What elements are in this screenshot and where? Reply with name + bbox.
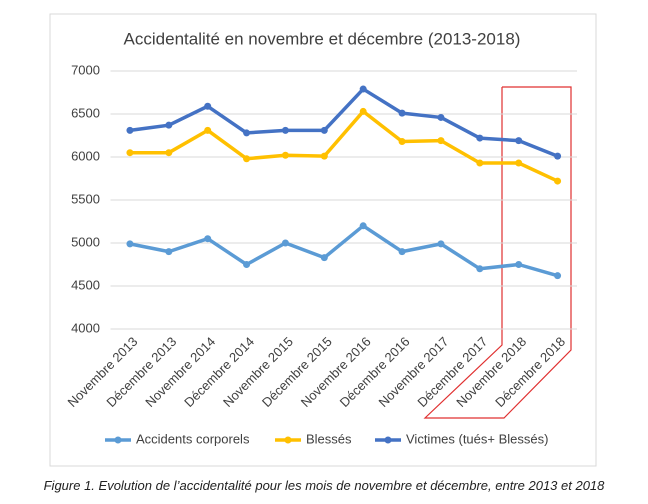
- point: [243, 155, 251, 163]
- point: [554, 272, 562, 280]
- highlight-box: [423, 86, 572, 419]
- legend-label: Victimes (tués+ Blessés): [406, 431, 548, 446]
- point: [320, 126, 328, 134]
- point: [515, 137, 523, 145]
- caption: Figure 1. Evolution de l’accidentalité p…: [43, 478, 605, 493]
- point: [476, 265, 484, 273]
- point: [359, 85, 367, 93]
- legend-label: Accidents corporels: [136, 431, 250, 446]
- y-tick-label: 5000: [71, 234, 100, 249]
- point: [243, 129, 251, 137]
- chart-border: [49, 13, 597, 467]
- series-line: [129, 87, 559, 158]
- y-tick-label: 5500: [71, 191, 100, 206]
- point: [437, 113, 445, 121]
- point: [515, 261, 523, 268]
- point: [398, 109, 406, 117]
- series-line: [129, 224, 559, 278]
- legend-marker: [284, 436, 292, 444]
- point: [126, 240, 134, 248]
- point: [126, 149, 134, 157]
- y-tick-label: 6500: [71, 105, 100, 120]
- legend-marker: [114, 436, 122, 444]
- point: [320, 254, 328, 262]
- point: [554, 152, 562, 160]
- point: [437, 137, 445, 145]
- point: [126, 126, 134, 134]
- legend-marker: [384, 436, 392, 444]
- legend-label: Blessés: [306, 431, 352, 446]
- point: [165, 121, 173, 129]
- point: [359, 107, 367, 115]
- point: [243, 261, 251, 268]
- point: [398, 248, 406, 256]
- y-tick-label: 7000: [71, 62, 100, 77]
- point: [204, 102, 212, 110]
- chart: Accidentalité en novembre et décembre (2…: [49, 13, 597, 467]
- point: [204, 126, 212, 134]
- chart-title: Accidentalité en novembre et décembre (2…: [124, 29, 521, 48]
- point: [204, 235, 212, 243]
- y-tick-label: 4500: [71, 277, 100, 292]
- point: [320, 152, 328, 160]
- point: [554, 177, 562, 185]
- series-line: [129, 109, 559, 183]
- point: [165, 248, 173, 256]
- point: [398, 138, 406, 146]
- point: [281, 126, 289, 134]
- point: [281, 151, 289, 159]
- point: [281, 239, 289, 247]
- point: [165, 149, 173, 157]
- y-tick-label: 4000: [71, 320, 100, 335]
- y-tick-label: 6000: [71, 148, 100, 163]
- point: [515, 159, 523, 167]
- point: [476, 159, 484, 167]
- point: [359, 222, 367, 230]
- point: [437, 240, 445, 248]
- point: [476, 134, 484, 142]
